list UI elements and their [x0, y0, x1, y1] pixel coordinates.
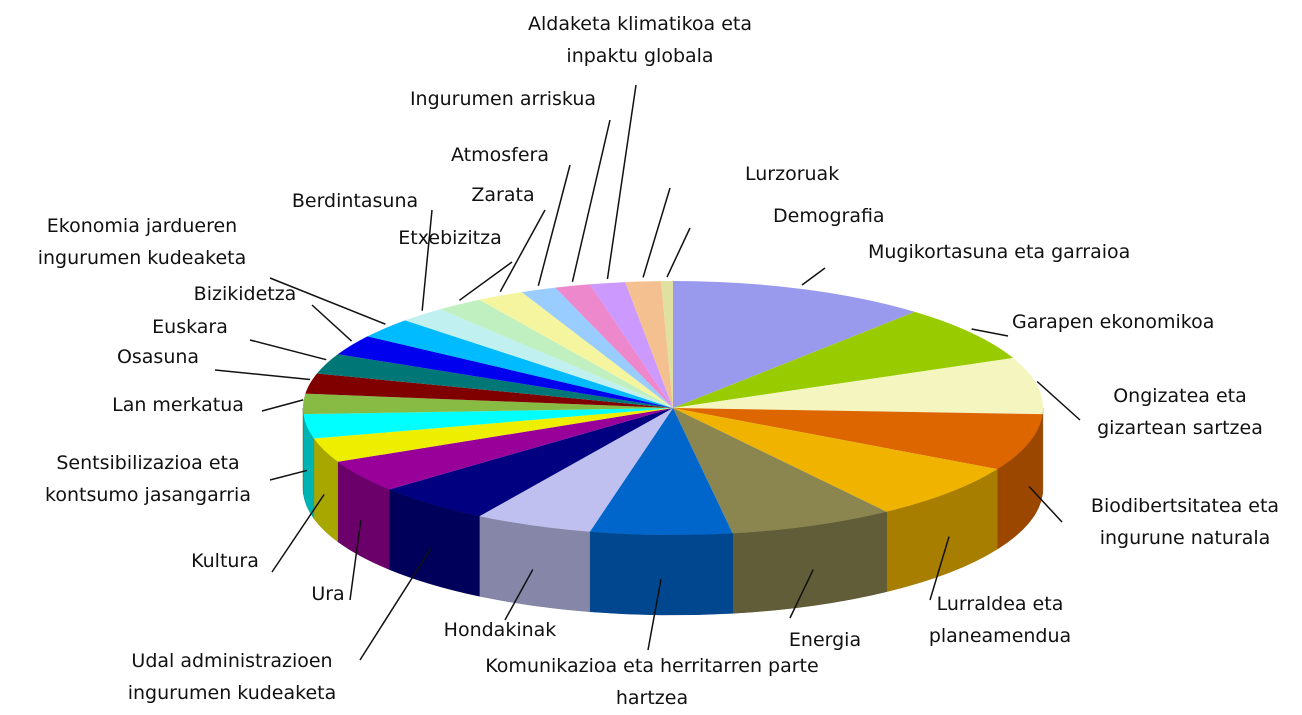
- leader-line: [214, 369, 311, 381]
- slice-label: Komunikazioa eta herritarren parte hartze…: [485, 655, 818, 709]
- slice-side: [589, 531, 733, 616]
- slice-label: Kultura: [191, 550, 259, 572]
- slice: [313, 408, 673, 462]
- slice: [673, 281, 915, 408]
- slice-label: Aldaketa klimatikoa eta inpaktu globala: [528, 13, 752, 67]
- slice-label: Atmosfera: [451, 144, 549, 166]
- leader-line: [642, 187, 671, 278]
- slice-label: Bizikidetza: [194, 283, 297, 305]
- slice: [303, 408, 673, 439]
- slice-label: Energia: [789, 629, 861, 651]
- slice-label: Berdintasuna: [292, 190, 418, 212]
- slice: [316, 354, 673, 408]
- slice-label: Lurraldea eta planeamendua: [929, 593, 1071, 647]
- slice: [673, 408, 998, 512]
- slice-label: Sentsibilizazioa eta kontsumo jasangarria: [45, 452, 251, 506]
- slice-label: Ura: [311, 583, 344, 605]
- slice-label: Garapen ekonomikoa: [1012, 311, 1214, 333]
- slice: [673, 357, 1043, 415]
- slice-label: Lan merkatua: [112, 394, 244, 416]
- slice: [589, 408, 733, 535]
- leader-line: [606, 84, 637, 280]
- slice-label: Zarata: [471, 184, 534, 206]
- leader-line: [349, 520, 362, 601]
- slice-label: Hondakinak: [444, 619, 557, 641]
- slice: [479, 408, 673, 532]
- slice: [673, 408, 1043, 470]
- slice-label: Lurzoruak: [745, 163, 839, 185]
- pie-tops: [303, 281, 1043, 535]
- slice-label: Mugikortasuna eta garraioa: [868, 241, 1130, 263]
- leader-line: [647, 578, 662, 651]
- leader-line: [311, 304, 353, 342]
- leader-line: [666, 227, 691, 278]
- leader-line: [929, 536, 950, 601]
- slice-label: Udal administrazioen ingurumen kudeaketa: [128, 650, 337, 704]
- slice: [337, 408, 673, 490]
- slice: [673, 408, 887, 534]
- leader-line: [269, 277, 386, 325]
- slice: [589, 282, 673, 408]
- leader-line: [421, 209, 433, 311]
- slice: [661, 281, 673, 408]
- slice-label: Osasuna: [117, 346, 199, 368]
- leader-line: [971, 328, 1009, 337]
- slice-label: Ongizatea eta gizartean sartzea: [1097, 385, 1263, 439]
- leader-line: [271, 493, 325, 573]
- leader-line: [458, 261, 513, 301]
- leader-line: [359, 547, 432, 661]
- leader-line: [1036, 380, 1081, 421]
- slice: [555, 284, 673, 408]
- leader-line: [504, 569, 534, 621]
- slice-label: Etxebizitza: [398, 227, 501, 249]
- slice: [303, 393, 673, 415]
- leader-line: [249, 339, 327, 361]
- slice: [389, 408, 673, 517]
- slice: [337, 336, 673, 408]
- slice-side: [479, 515, 591, 613]
- slice-label: Ingurumen arriskua: [410, 88, 596, 110]
- slice: [521, 287, 673, 408]
- leader-line: [537, 164, 571, 286]
- leader-line: [499, 209, 546, 293]
- leader-line: [269, 469, 308, 481]
- leader-line: [261, 399, 304, 412]
- slice: [305, 373, 673, 408]
- slice-label: Euskara: [152, 316, 228, 338]
- labels: Mugikortasuna eta garraioa Garapen ekonom…: [38, 13, 1279, 709]
- leader-line: [789, 569, 814, 619]
- leader-line: [571, 119, 611, 282]
- slice: [405, 309, 673, 408]
- slice-label: Ekonomia jardueren ingurumen kudeaketa: [38, 215, 247, 269]
- leader-line: [1028, 486, 1063, 523]
- slice: [625, 281, 673, 408]
- slice: [673, 311, 1014, 408]
- slice: [367, 320, 673, 408]
- slice-label: Demografia: [773, 205, 885, 227]
- pie-sides: [302, 407, 1044, 616]
- slice: [440, 299, 673, 408]
- leader-line: [801, 267, 826, 286]
- slice-label: Biodibertsitatea eta ingurune naturala: [1091, 495, 1279, 549]
- slice: [479, 292, 673, 408]
